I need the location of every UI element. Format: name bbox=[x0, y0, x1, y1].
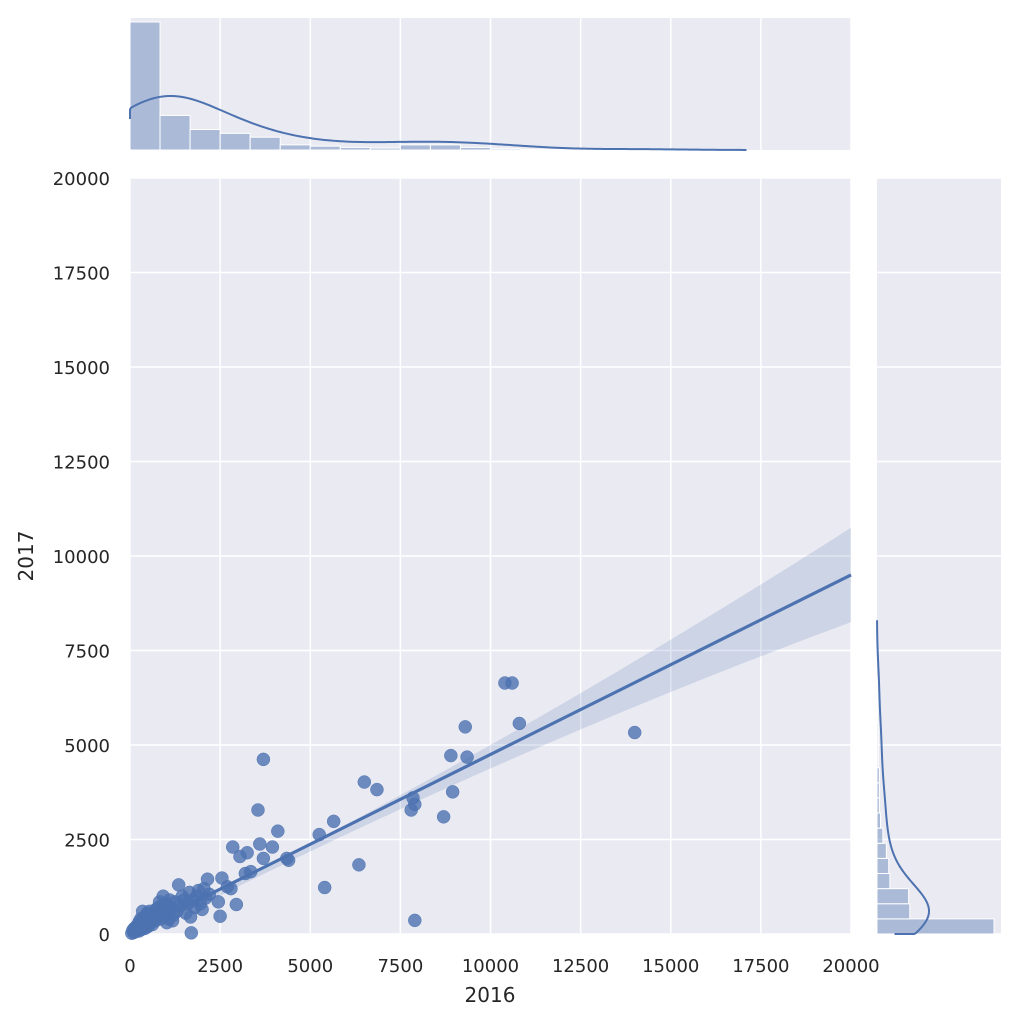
right-histogram-bar bbox=[876, 903, 911, 920]
right-histogram-bar bbox=[876, 736, 879, 754]
right-histogram bbox=[876, 676, 995, 935]
scatter-point bbox=[265, 840, 280, 854]
right-marginal bbox=[876, 177, 1001, 935]
x-tick-label: 10000 bbox=[462, 956, 519, 977]
scatter-point bbox=[171, 878, 186, 892]
y-tick-labels: 0 2500 5000 7500 10000 12500 15000 17500 20000 bbox=[53, 169, 110, 946]
scatter-point bbox=[184, 926, 199, 940]
right-histogram-bar bbox=[876, 782, 880, 799]
scatter-point bbox=[458, 720, 473, 734]
top-histogram bbox=[129, 21, 642, 151]
top-histogram-bar bbox=[249, 136, 281, 151]
x-tick-label: 20000 bbox=[822, 956, 879, 977]
top-histogram-bar bbox=[490, 148, 522, 151]
right-histogram-bar bbox=[876, 842, 887, 859]
scatter-points bbox=[125, 676, 642, 940]
scatter-point bbox=[256, 851, 271, 866]
x-tick-label: 0 bbox=[124, 956, 135, 977]
top-histogram-bar bbox=[339, 146, 371, 151]
right-histogram-bar bbox=[876, 691, 879, 708]
top-histogram-bar bbox=[159, 114, 191, 151]
right-histogram-bar bbox=[876, 873, 891, 890]
scatter-point bbox=[240, 845, 254, 860]
scatter-point bbox=[211, 895, 226, 909]
right-histogram-bar bbox=[876, 706, 879, 723]
scatter-point bbox=[271, 824, 285, 838]
x-tick-label: 15000 bbox=[642, 956, 699, 977]
scatter-point bbox=[408, 913, 422, 928]
y-tick-label: 0 bbox=[99, 925, 110, 946]
x-tick-labels: 0 2500 5000 7500 10000 12500 15000 17500 20000 bbox=[124, 956, 879, 977]
scatter-point bbox=[505, 676, 519, 690]
x-tick-label: 2500 bbox=[197, 956, 243, 977]
right-kde-curve bbox=[876, 620, 931, 935]
right-histogram-bar bbox=[876, 676, 879, 693]
top-histogram-bar bbox=[429, 144, 461, 151]
scatter-point bbox=[251, 803, 265, 817]
scatter-point bbox=[445, 785, 460, 799]
right-histogram-bar bbox=[876, 888, 910, 905]
y-tick-label: 15000 bbox=[53, 358, 110, 379]
scatter-point bbox=[408, 797, 422, 812]
top-histogram-bar bbox=[129, 21, 161, 151]
x-tick-label: 7500 bbox=[377, 956, 423, 977]
top-histogram-bar bbox=[459, 146, 491, 151]
y-axis-label: 2017 bbox=[14, 531, 38, 582]
scatter-point bbox=[436, 810, 451, 824]
y-tick-label: 7500 bbox=[64, 642, 110, 663]
top-histogram-bar bbox=[399, 144, 431, 151]
scatter-point bbox=[195, 902, 209, 917]
scatter-point bbox=[370, 782, 384, 797]
main-grid bbox=[129, 177, 852, 935]
y-tick-label: 17500 bbox=[53, 264, 110, 285]
scatter-point bbox=[253, 837, 267, 851]
scatter-point bbox=[229, 897, 244, 912]
top-histogram-bar bbox=[189, 129, 221, 151]
top-marginal bbox=[129, 18, 852, 151]
scatter-point bbox=[225, 840, 240, 854]
y-tick-label: 20000 bbox=[53, 169, 110, 190]
right-histogram-bar bbox=[876, 812, 882, 829]
x-tick-label: 12500 bbox=[552, 956, 609, 977]
right-histogram-bar bbox=[876, 767, 880, 784]
right-histogram-bar bbox=[876, 797, 880, 814]
right-histogram-bar bbox=[876, 827, 884, 844]
y-tick-label: 10000 bbox=[53, 547, 110, 568]
top-histogram-bar bbox=[279, 144, 311, 151]
scatter-point bbox=[317, 880, 332, 895]
top-histogram-bar bbox=[309, 145, 341, 151]
x-axis-label: 2016 bbox=[465, 983, 516, 1007]
right-histogram-bar bbox=[876, 752, 879, 769]
scatter-point bbox=[200, 872, 215, 886]
right-histogram-bar bbox=[876, 721, 879, 738]
right-histogram-bar bbox=[876, 918, 995, 935]
x-tick-label: 5000 bbox=[287, 956, 333, 977]
scatter-point bbox=[357, 775, 372, 789]
scatter-point bbox=[352, 858, 366, 872]
scatter-point bbox=[512, 716, 527, 731]
scatter-point bbox=[444, 748, 458, 763]
scatter-point bbox=[326, 814, 341, 829]
right-histogram-bar bbox=[876, 857, 890, 875]
scatter-point bbox=[213, 909, 227, 923]
y-tick-label: 2500 bbox=[64, 831, 110, 852]
scatter-point bbox=[460, 750, 474, 764]
regression-line bbox=[129, 573, 852, 936]
scatter-point bbox=[256, 752, 271, 767]
top-histogram-bar bbox=[520, 148, 552, 151]
main-plot bbox=[125, 177, 852, 940]
y-tick-label: 12500 bbox=[53, 453, 110, 474]
x-tick-label: 17500 bbox=[732, 956, 789, 977]
top-histogram-bar bbox=[219, 132, 251, 151]
scatter-point bbox=[627, 725, 642, 740]
top-kde-curve bbox=[129, 94, 747, 151]
top-histogram-bar bbox=[369, 147, 401, 151]
y-tick-label: 5000 bbox=[64, 736, 110, 757]
